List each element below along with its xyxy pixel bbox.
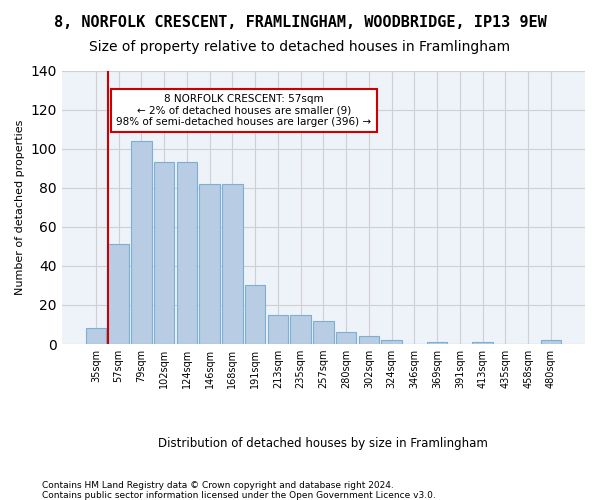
Bar (472, 342, 493, 344)
Bar (290, 314, 311, 344)
Text: 8, NORFOLK CRESCENT, FRAMLINGHAM, WOODBRIDGE, IP13 9EW: 8, NORFOLK CRESCENT, FRAMLINGHAM, WOODBR… (53, 15, 547, 30)
Bar (541, 340, 561, 344)
Bar (222, 184, 242, 344)
X-axis label: Distribution of detached houses by size in Framlingham: Distribution of detached houses by size … (158, 437, 488, 450)
Bar (382, 340, 402, 344)
Bar (176, 162, 197, 344)
Bar (109, 244, 129, 344)
Y-axis label: Number of detached properties: Number of detached properties (15, 120, 25, 295)
Bar (245, 286, 265, 344)
Bar (154, 162, 175, 344)
Bar (86, 328, 106, 344)
Bar (427, 342, 448, 344)
Bar (336, 332, 356, 344)
Text: Size of property relative to detached houses in Framlingham: Size of property relative to detached ho… (89, 40, 511, 54)
Text: Contains HM Land Registry data © Crown copyright and database right 2024.: Contains HM Land Registry data © Crown c… (42, 481, 394, 490)
Text: 8 NORFOLK CRESCENT: 57sqm
← 2% of detached houses are smaller (9)
98% of semi-de: 8 NORFOLK CRESCENT: 57sqm ← 2% of detach… (116, 94, 371, 127)
Bar (131, 141, 152, 344)
Bar (199, 184, 220, 344)
Bar (359, 336, 379, 344)
Bar (313, 320, 334, 344)
Bar (268, 314, 288, 344)
Text: Contains public sector information licensed under the Open Government Licence v3: Contains public sector information licen… (42, 491, 436, 500)
